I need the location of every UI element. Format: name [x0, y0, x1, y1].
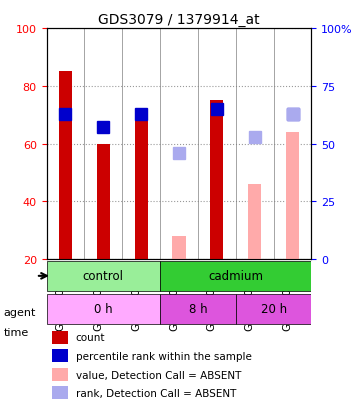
Text: time: time [4, 328, 29, 337]
FancyBboxPatch shape [160, 261, 311, 291]
Text: 20 h: 20 h [261, 303, 287, 316]
Bar [52, 331, 68, 344]
Bar [210, 101, 223, 260]
Bar [248, 185, 261, 260]
Bar [52, 368, 68, 381]
Text: value, Detection Call = ABSENT: value, Detection Call = ABSENT [76, 370, 241, 380]
Bar [59, 72, 72, 260]
Bar [52, 349, 68, 362]
Bar [97, 144, 110, 260]
Text: rank, Detection Call = ABSENT: rank, Detection Call = ABSENT [76, 388, 236, 398]
Bar [52, 387, 68, 399]
FancyBboxPatch shape [160, 294, 236, 324]
Text: 8 h: 8 h [189, 303, 207, 316]
FancyBboxPatch shape [47, 294, 160, 324]
Text: count: count [76, 332, 105, 342]
FancyBboxPatch shape [47, 261, 160, 291]
Bar [286, 133, 299, 260]
Text: control: control [83, 270, 124, 282]
Text: percentile rank within the sample: percentile rank within the sample [76, 351, 252, 361]
Text: cadmium: cadmium [208, 270, 263, 282]
Bar [173, 237, 185, 260]
Bar [135, 121, 148, 260]
Text: 0 h: 0 h [94, 303, 113, 316]
FancyBboxPatch shape [236, 294, 311, 324]
Text: agent: agent [4, 307, 36, 317]
Title: GDS3079 / 1379914_at: GDS3079 / 1379914_at [98, 12, 260, 26]
